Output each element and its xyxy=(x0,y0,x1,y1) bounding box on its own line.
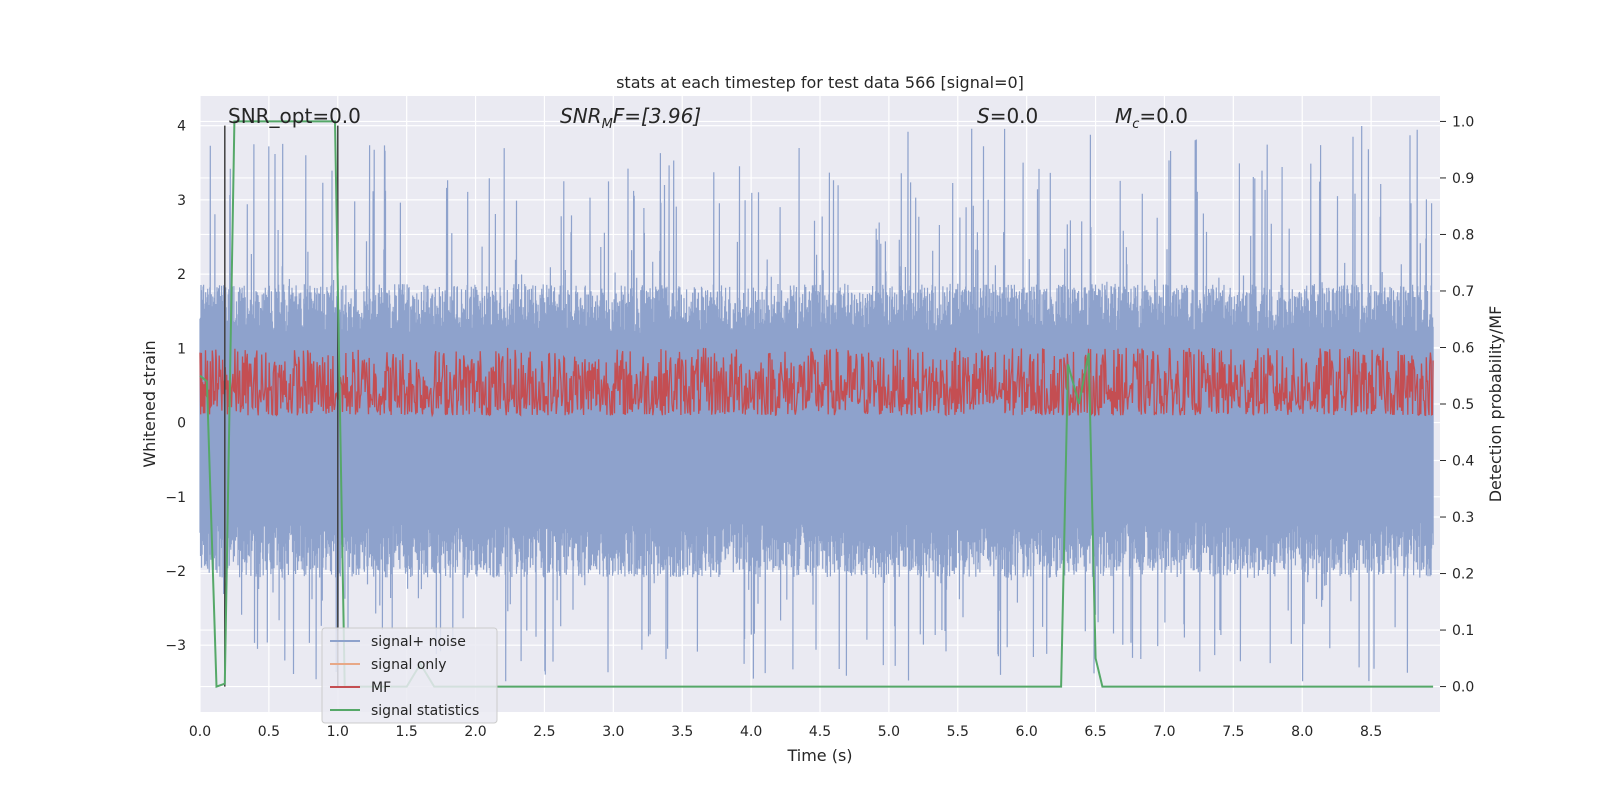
annotation-snr-mf: SNRMF=[3.96] xyxy=(560,104,701,132)
y-tick-label: −1 xyxy=(165,490,186,506)
x-tick-label: 8.0 xyxy=(1291,724,1313,740)
annotation-snr-mf-tail: F=[3.96] xyxy=(613,104,701,128)
x-tick-label: 1.5 xyxy=(396,724,418,740)
annotation-snr-opt: SNR_opt=0.0 xyxy=(228,104,361,128)
x-tick-label: 0.5 xyxy=(258,724,280,740)
y-tick-label: 4 xyxy=(177,119,186,135)
x-tick-label: 7.5 xyxy=(1222,724,1244,740)
annotation-snr-mf-sub: M xyxy=(602,117,613,132)
chart-title: stats at each timestep for test data 566… xyxy=(616,73,1024,92)
x-tick-label: 3.0 xyxy=(602,724,624,740)
x-tick-label: 4.0 xyxy=(740,724,762,740)
annotation-mc-sub: c xyxy=(1132,117,1139,132)
x-tick-label: 0.0 xyxy=(189,724,211,740)
x-tick-label: 5.5 xyxy=(947,724,969,740)
annotation-s: S=0.0 xyxy=(977,104,1038,128)
y2-tick-label: 0.3 xyxy=(1452,510,1474,526)
legend-label-mf: MF xyxy=(371,680,391,696)
annotation-mc-val: =0.0 xyxy=(1139,104,1188,128)
mf-series xyxy=(199,347,1434,418)
annotation-snr-mf-base: SNR xyxy=(560,104,602,128)
signal-noise-series xyxy=(199,125,1434,682)
y-tick-label: 1 xyxy=(177,341,186,357)
x-tick-label: 5.0 xyxy=(878,724,900,740)
y2-axis-label: Detection probability/MF xyxy=(1486,306,1505,503)
x-tick-label: 6.0 xyxy=(1016,724,1038,740)
y-tick-label: −2 xyxy=(165,564,186,580)
y-tick-label: 0 xyxy=(177,416,186,432)
y2-tick-label: 0.1 xyxy=(1452,623,1474,639)
tick-labels: 0.0 0.5 1.0 1.5 2.0 2.5 3.0 3.5 4.0 4.5 5.0 5.5 6.0 6… xyxy=(165,114,1474,740)
y2-tick-label: 0.6 xyxy=(1452,340,1474,356)
x-tick-label: 1.0 xyxy=(327,724,349,740)
x-axis-label: Time (s) xyxy=(786,746,852,765)
signal-noise-line xyxy=(199,125,1434,682)
legend-label-signal-statistics: signal statistics xyxy=(371,703,479,719)
x-tick-label: 7.0 xyxy=(1153,724,1175,740)
y2-tick-label: 0.9 xyxy=(1452,171,1474,187)
y2-tick-label: 0.2 xyxy=(1452,567,1474,583)
annotation-mc: Mc=0.0 xyxy=(1115,104,1188,132)
y2-tick-label: 0.5 xyxy=(1452,397,1474,413)
y2-tick-label: 0.4 xyxy=(1452,454,1474,470)
legend: signal+ noise signal only MF signal stat… xyxy=(321,627,498,724)
legend-box xyxy=(321,627,498,724)
legend-label-signal-noise: signal+ noise xyxy=(371,634,466,650)
annotation-mc-var: M xyxy=(1115,104,1132,128)
y-tick-label: 2 xyxy=(177,267,186,283)
y2-tick-label: 0.8 xyxy=(1452,227,1474,243)
mf-line xyxy=(199,347,1434,418)
annotation-s-var: S xyxy=(977,104,990,128)
vertical-markers xyxy=(224,125,339,687)
legend-label-signal-only: signal only xyxy=(371,657,446,673)
x-tick-label: 8.5 xyxy=(1360,724,1382,740)
annotation-s-val: =0.0 xyxy=(990,104,1039,128)
y2-tick-label: 1.0 xyxy=(1452,114,1474,130)
x-tick-label: 4.5 xyxy=(809,724,831,740)
x-tick-label: 3.5 xyxy=(671,724,693,740)
y-axis-label: Whitened strain xyxy=(140,340,159,467)
x-tick-label: 2.0 xyxy=(464,724,486,740)
x-tick-label: 2.5 xyxy=(533,724,555,740)
y-tick-label: −3 xyxy=(165,638,186,654)
y2-tick-label: 0.0 xyxy=(1452,680,1474,696)
y2-tick-label: 0.7 xyxy=(1452,284,1474,300)
x-tick-label: 6.5 xyxy=(1084,724,1106,740)
y-tick-label: 3 xyxy=(177,193,186,209)
